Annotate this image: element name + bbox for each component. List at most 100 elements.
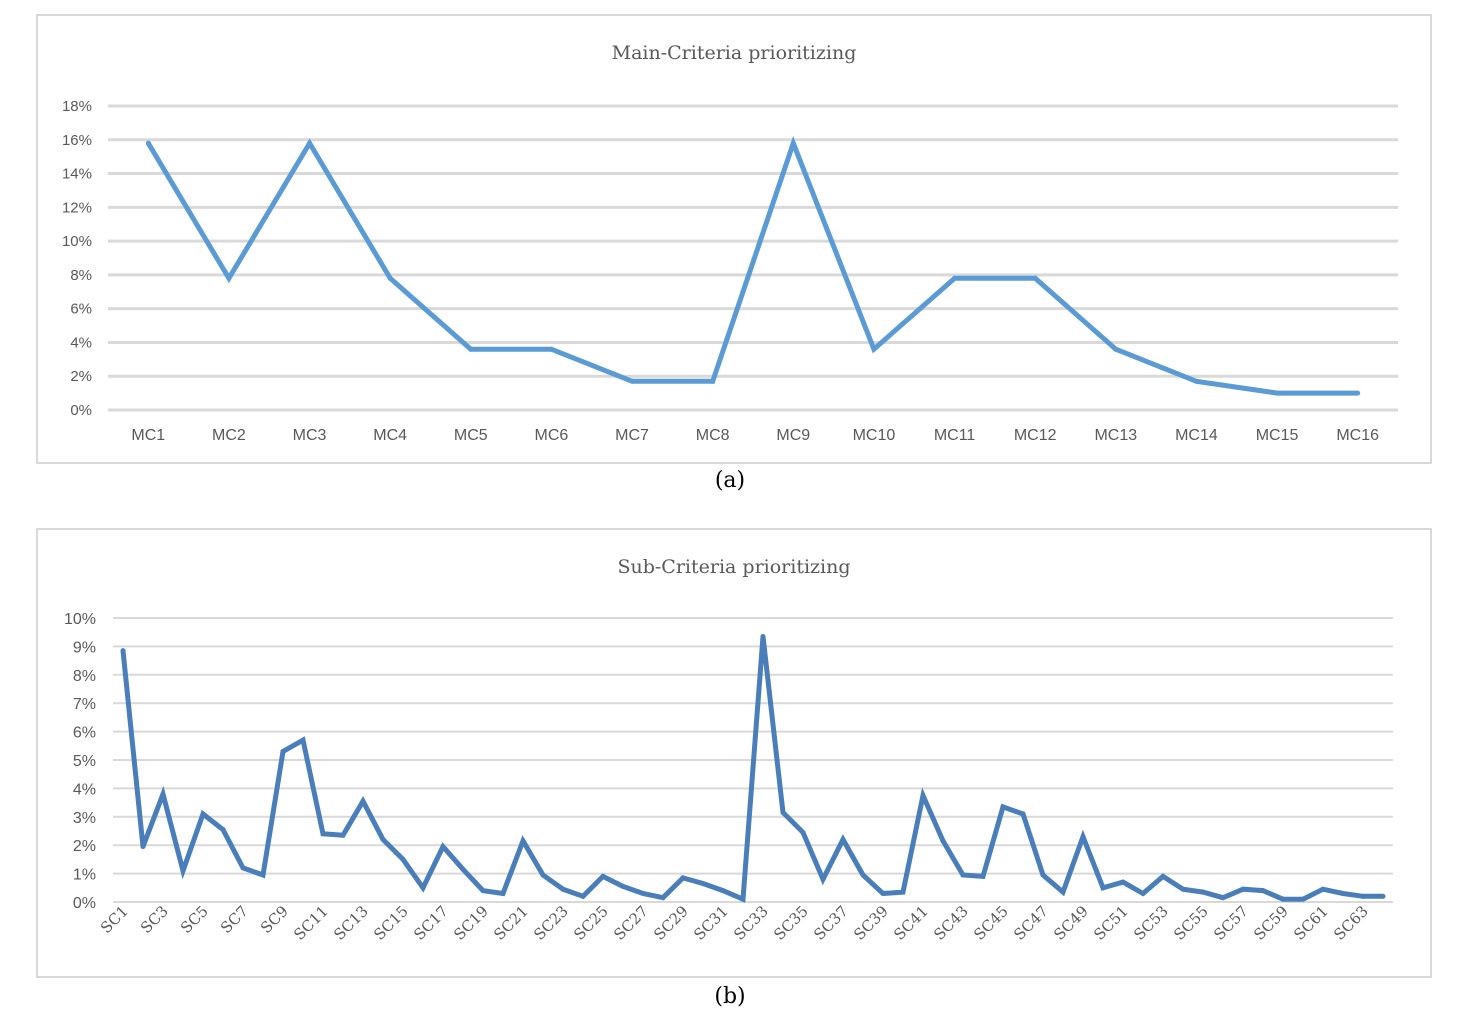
- data-point: [160, 791, 166, 797]
- x-tick-label: SC35: [770, 902, 812, 944]
- data-point: [300, 737, 306, 743]
- data-point: [960, 872, 966, 878]
- data-point: [1200, 889, 1206, 895]
- data-point: [145, 140, 151, 146]
- data-point: [760, 633, 766, 639]
- data-point: [548, 346, 554, 352]
- x-tick-label: SC3: [137, 902, 172, 937]
- data-point: [440, 844, 446, 850]
- x-tick-label: SC23: [530, 902, 572, 944]
- x-tick-label: SC5: [177, 902, 212, 937]
- main-criteria-chart: Main-Criteria prioritizing 0% 2% 4% 6% 8% 10%…: [36, 14, 1432, 464]
- data-point: [1113, 346, 1119, 352]
- data-point: [540, 872, 546, 878]
- x-tick-label: SC1: [97, 902, 132, 937]
- y-tick-label: 3%: [73, 810, 96, 827]
- data-point: [1100, 885, 1106, 891]
- x-tick-label: MC10: [853, 427, 896, 444]
- data-point: [900, 889, 906, 895]
- x-tick-label: MC8: [696, 427, 730, 444]
- data-point: [629, 378, 635, 384]
- y-tick-label: 2%: [70, 368, 92, 385]
- data-point: [200, 811, 206, 817]
- x-tick-label: MC15: [1256, 427, 1299, 444]
- data-point: [1140, 890, 1146, 896]
- x-tick-label: MC4: [373, 427, 407, 444]
- x-tick-label: SC57: [1210, 902, 1252, 944]
- x-tick-label: SC39: [850, 902, 892, 944]
- data-point: [1180, 886, 1186, 892]
- data-point: [580, 893, 586, 899]
- data-point: [380, 837, 386, 843]
- y-tick-label: 5%: [73, 753, 96, 770]
- data-point: [800, 829, 806, 835]
- data-point: [880, 890, 886, 896]
- x-tick-label: SC29: [650, 902, 692, 944]
- data-point: [940, 838, 946, 844]
- main-criteria-plot: 0% 2% 4% 6% 8% 10% 12% 14% 16% 18% MC1 MC2 MC3 MC4 MC5…: [62, 98, 1398, 444]
- data-point: [1320, 886, 1326, 892]
- x-tick-label: SC27: [610, 902, 652, 944]
- y-tick-label: 4%: [73, 781, 96, 798]
- data-point: [1000, 804, 1006, 810]
- data-point: [840, 837, 846, 843]
- panel-label-b: (b): [714, 984, 746, 1009]
- data-point: [1300, 896, 1306, 902]
- x-tick-label: SC31: [690, 902, 732, 944]
- data-point: [480, 888, 486, 894]
- y-tick-label: 8%: [70, 267, 92, 284]
- x-tick-label: SC43: [930, 902, 972, 944]
- data-point: [980, 873, 986, 879]
- y-tick-label: 0%: [70, 402, 92, 419]
- y-tick-label: 9%: [73, 639, 96, 656]
- data-point: [180, 868, 186, 874]
- y-tick-label: 10%: [64, 611, 96, 628]
- data-point: [1360, 893, 1366, 899]
- data-point: [660, 895, 666, 901]
- y-tick-label: 7%: [73, 696, 96, 713]
- x-tick-label: SC53: [1130, 902, 1172, 944]
- data-point: [320, 831, 326, 837]
- x-tick-label: SC49: [1050, 902, 1092, 944]
- x-tick-label: SC25: [570, 902, 612, 944]
- x-tick-label: SC33: [730, 902, 772, 944]
- x-tick-label: MC6: [535, 427, 569, 444]
- x-tick-label: SC19: [450, 902, 492, 944]
- data-point: [720, 888, 726, 894]
- data-point: [920, 793, 926, 798]
- x-tick-label: MC11: [934, 427, 976, 444]
- data-point: [260, 872, 266, 878]
- y-tick-label: 12%: [62, 199, 92, 216]
- data-point: [1340, 890, 1346, 896]
- x-tick-label: MC7: [615, 427, 649, 444]
- data-point: [387, 275, 393, 281]
- data-point: [1020, 811, 1026, 817]
- x-tick-label: SC47: [1010, 902, 1052, 944]
- x-tick-label: MC3: [293, 427, 327, 444]
- data-point: [340, 832, 346, 838]
- data-point: [226, 275, 232, 281]
- x-tick-label: MC16: [1336, 427, 1379, 444]
- data-point: [1355, 390, 1361, 396]
- y-tick-label: 10%: [62, 233, 92, 250]
- x-tick-label: SC37: [810, 902, 852, 944]
- data-point: [520, 838, 526, 844]
- panel-label-a: (a): [714, 468, 746, 493]
- y-tick-label: 1%: [73, 867, 96, 884]
- y-tick-label: 4%: [70, 334, 92, 351]
- x-tick-label: SC21: [490, 902, 532, 944]
- series-line: [146, 135, 1358, 396]
- data-point: [420, 885, 426, 891]
- data-point: [560, 886, 566, 892]
- x-tick-label: SC9: [257, 902, 292, 937]
- data-point: [600, 873, 606, 879]
- x-tick-label: MC13: [1094, 427, 1137, 444]
- data-point: [307, 140, 313, 146]
- data-point: [790, 140, 796, 146]
- y-tick-label: 14%: [62, 166, 92, 183]
- data-point: [360, 798, 366, 804]
- x-tick-label: SC45: [970, 902, 1012, 944]
- data-point: [680, 875, 686, 881]
- data-point: [710, 378, 716, 384]
- data-point: [740, 896, 746, 902]
